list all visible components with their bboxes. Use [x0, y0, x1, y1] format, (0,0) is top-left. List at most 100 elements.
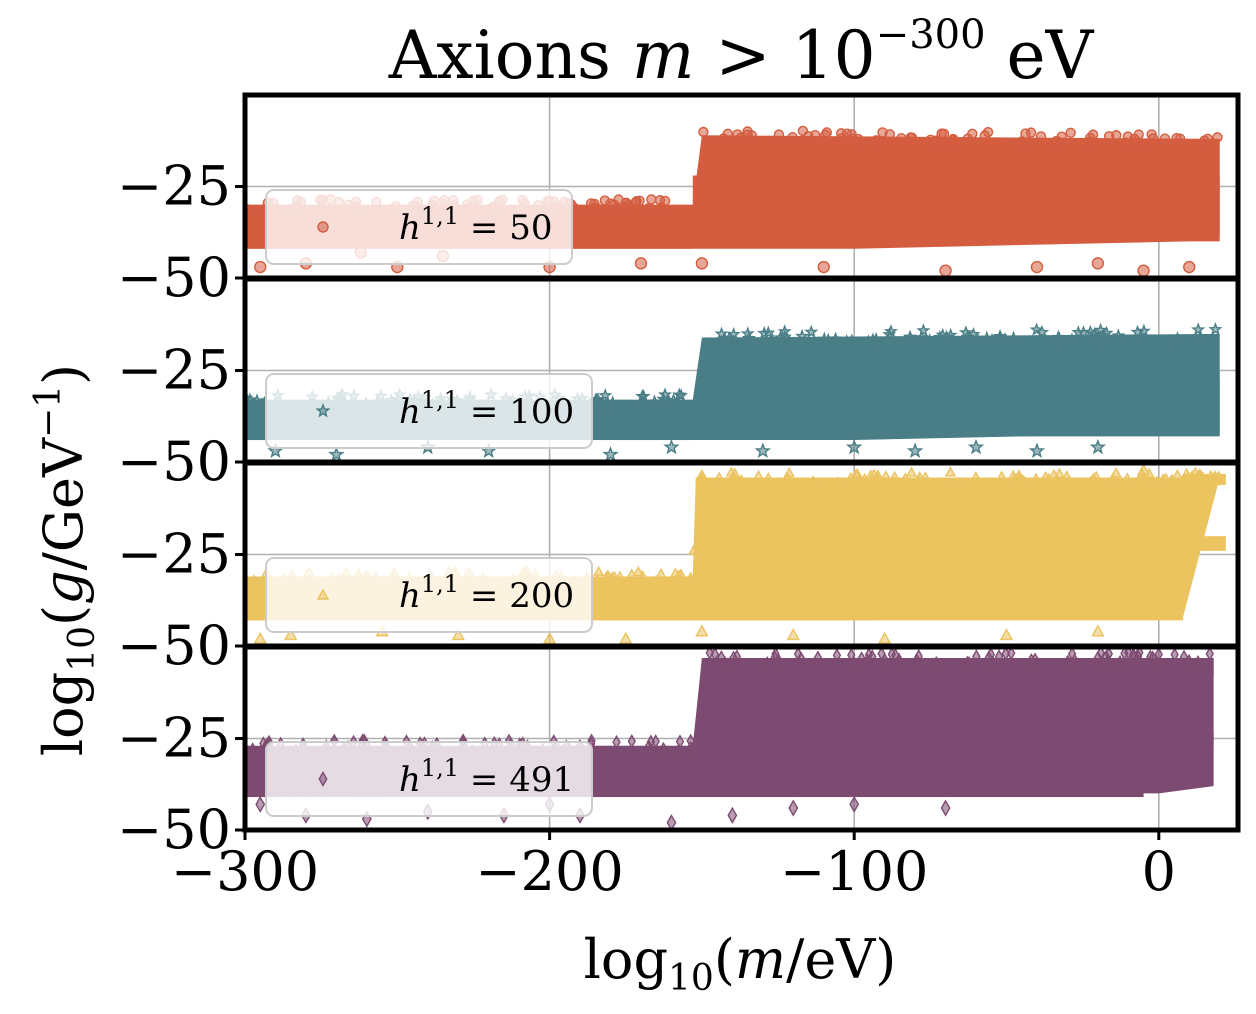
tick-layer: −25−50−25−50−25−50−25−50−300 −200 −100 0	[117, 155, 1176, 904]
scatter-point	[718, 133, 729, 144]
legend-label: h1,1 = 200	[399, 570, 574, 616]
scatter-point	[1146, 129, 1157, 140]
scatter-point	[813, 650, 823, 665]
scatter-point	[914, 330, 929, 344]
scatter-point	[1030, 472, 1042, 483]
scatter-point	[1109, 476, 1121, 487]
scatter-point	[849, 795, 860, 813]
scatter-point	[905, 132, 916, 143]
title-mass-var: m	[632, 17, 695, 94]
scatter-point	[646, 734, 656, 749]
scatter-point	[880, 653, 890, 668]
scatter-point	[894, 652, 904, 668]
y-tick-label: −25	[117, 155, 231, 218]
scatter-point	[870, 135, 882, 146]
scatter-point	[773, 129, 785, 140]
scatter-point	[1205, 469, 1217, 480]
scatter-point	[1170, 647, 1179, 662]
scatter-point	[672, 387, 687, 401]
scatter-point	[1103, 653, 1112, 669]
x-axis-mass-var: m	[735, 928, 786, 991]
scatter-point	[698, 126, 709, 138]
legend-h11=100: h1,1 = 100	[265, 373, 593, 449]
scatter-point	[940, 799, 951, 817]
scatter-point	[1043, 472, 1055, 483]
scatter-point	[1089, 438, 1107, 455]
scatter-point	[600, 570, 613, 581]
scatter-point	[828, 331, 843, 345]
legend-var: h	[399, 392, 421, 432]
legend-box	[265, 373, 593, 449]
legend-label: h1,1 = 50	[399, 202, 552, 248]
scatter-point	[636, 569, 649, 580]
legend-sup: 1,1	[421, 202, 459, 230]
scatter-point	[914, 649, 923, 664]
scatter-point	[944, 466, 957, 477]
scatter-point	[1191, 322, 1206, 336]
scatter-point	[1194, 468, 1206, 479]
scatter-point	[984, 650, 993, 665]
chart-title: Axions m > 10−300 eV	[388, 12, 1095, 94]
legend-box	[265, 741, 593, 817]
scatter-point	[836, 133, 847, 144]
scatter-point	[912, 474, 925, 485]
scatter-point	[1093, 322, 1108, 337]
scatter-point	[931, 135, 942, 146]
legend-eq: =	[459, 576, 509, 616]
y-axis-log: log	[32, 672, 95, 756]
scatter-point	[1129, 133, 1140, 145]
legend-var: h	[399, 760, 421, 800]
scatter-point	[1018, 476, 1031, 487]
scatter-point	[770, 650, 779, 665]
scatter-point	[1166, 473, 1178, 484]
scatter-point	[727, 806, 738, 824]
legend-h11=200: h1,1 = 200	[265, 557, 593, 633]
y-axis-exponent: −1	[28, 385, 69, 438]
scatter-point	[832, 476, 844, 487]
scatter-point	[646, 194, 657, 205]
y-axis-open-paren: (	[32, 605, 95, 626]
y-tick-label: −50	[117, 246, 231, 309]
legend-box	[265, 557, 593, 633]
scatter-point	[877, 631, 892, 644]
scatter-point	[630, 196, 641, 208]
scatter-point	[970, 332, 985, 347]
scatter-point	[1083, 324, 1098, 339]
legend-sup: 1,1	[421, 570, 459, 598]
scatter-point	[695, 257, 709, 270]
scatter-point	[999, 628, 1014, 641]
x-axis-unit: /eV)	[786, 928, 896, 991]
scatter-point	[947, 133, 959, 145]
scatter-point	[994, 649, 1004, 664]
scatter-point	[995, 470, 1008, 481]
scatter-point	[845, 438, 863, 455]
scatter-point	[1154, 647, 1163, 662]
scatter-point	[1111, 328, 1126, 342]
scatter-point	[787, 132, 798, 143]
scatter-point	[821, 332, 836, 347]
legend-sup: 1,1	[421, 386, 459, 414]
legend-value: 100	[509, 392, 574, 432]
scatter-point	[967, 438, 985, 455]
y-axis-title: log10(g/GeV−1)	[28, 364, 103, 756]
scatter-point	[626, 568, 638, 579]
scatter-point	[765, 332, 780, 346]
scatter-point	[659, 741, 668, 757]
title-unit: eV	[986, 17, 1095, 94]
scatter-point	[786, 628, 800, 641]
scatter-point	[871, 475, 883, 486]
scatter-point	[1061, 470, 1073, 481]
scatter-point	[861, 334, 876, 348]
scatter-point	[636, 388, 651, 403]
scatter-point	[248, 742, 257, 757]
scatter-point	[732, 476, 744, 487]
scatter-point	[1064, 332, 1079, 346]
scatter-point	[851, 468, 864, 479]
scatter-point	[939, 264, 952, 277]
scatter-point	[788, 799, 799, 817]
scatter-point	[663, 438, 680, 455]
legend-sup: 1,1	[421, 754, 459, 782]
scatter-point	[1091, 257, 1105, 270]
legend-marker	[317, 221, 329, 233]
scatter-point	[542, 631, 557, 644]
